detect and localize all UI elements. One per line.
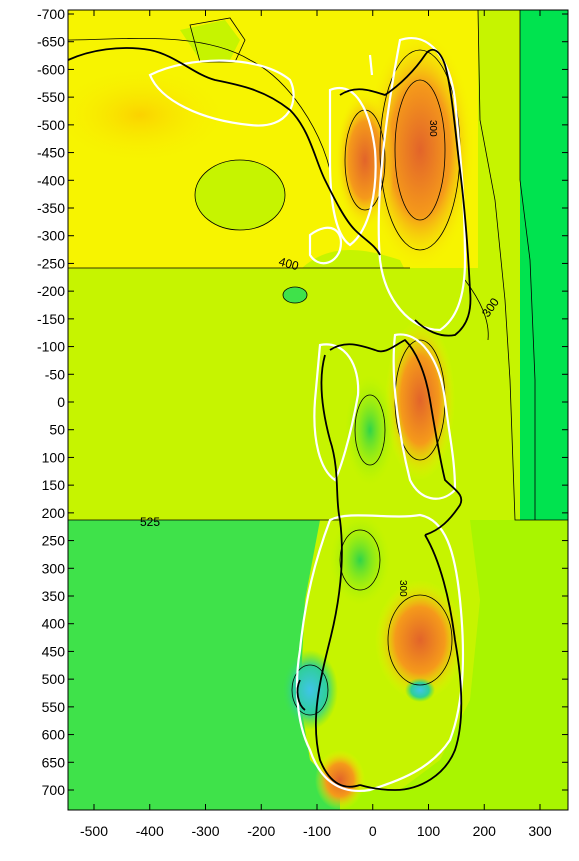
y-tick-label: -500 (37, 117, 65, 133)
contour-label-north: 300 (427, 120, 438, 137)
x-tick-label: -300 (191, 823, 219, 839)
x-tick-label: -500 (80, 823, 108, 839)
y-tick-label: -150 (37, 311, 65, 327)
outline-northwest (148, 59, 295, 127)
y-tick-label: -650 (37, 34, 65, 50)
coastline-layer (68, 47, 472, 791)
y-tick-label: 300 (42, 560, 66, 576)
coastline-central (329, 339, 463, 536)
contour-label-525: 525 (140, 515, 160, 529)
y-tick-label: 650 (42, 754, 66, 770)
anomaly-northwest-yellow (68, 65, 230, 165)
outline-south (295, 513, 465, 793)
anomaly-south-green (330, 515, 390, 605)
y-tick-label: 600 (42, 727, 66, 743)
contour-label-400: 400 (277, 254, 300, 273)
x-tick-label: -200 (247, 823, 275, 839)
contour-south-ring (387, 594, 453, 686)
anomaly-southwest-orange (315, 750, 365, 810)
y-tick-label: 450 (42, 643, 66, 659)
y-tick-label: -350 (37, 200, 65, 216)
y-tick-label: -700 (37, 6, 65, 22)
y-tick-label: -600 (37, 61, 65, 77)
anomaly-central-green (345, 375, 395, 485)
y-tick-label: 100 (42, 449, 66, 465)
east-green-band (520, 10, 568, 520)
y-tick-label: 400 (42, 616, 66, 632)
contour-north-ring-2 (394, 79, 446, 221)
anomaly-south-teal (405, 678, 435, 702)
coastline-southeast (359, 534, 463, 791)
y-tick-label: 200 (42, 505, 66, 521)
x-tick-label: 0 (369, 823, 377, 839)
contour-south-green-ring (339, 529, 381, 591)
y-tick-label: -450 (37, 145, 65, 161)
y-tick-label: -200 (37, 283, 65, 299)
anomaly-southwest-cyan (282, 650, 338, 730)
x-tick-label: 100 (417, 823, 441, 839)
outline-north-small (308, 226, 343, 265)
contour-small-green-ring (282, 286, 308, 304)
color-fill-layer (68, 10, 568, 810)
outline-central-west (313, 343, 360, 482)
y-tick-label: 550 (42, 699, 66, 715)
y-tick-label: -300 (37, 228, 65, 244)
y-tick-label: 500 (42, 671, 66, 687)
x-tick-label: -100 (303, 823, 331, 839)
x-tick-label: 300 (528, 823, 552, 839)
y-tick-label: 700 (42, 782, 66, 798)
plot-frame (67, 9, 569, 811)
contour-north-patch (189, 17, 246, 63)
coastline-north-east (339, 48, 472, 337)
y-tick-label: -400 (37, 172, 65, 188)
anomaly-small-green (283, 287, 307, 303)
y-tick-label: 150 (42, 477, 66, 493)
y-tick-label: -250 (37, 255, 65, 271)
x-axis: -500 -400 -300 -200 -100 0 100 200 300 (80, 10, 552, 839)
anomaly-north-light-patch (180, 20, 240, 60)
y-tick-label: -100 (37, 339, 65, 355)
contour-central-green-ring (354, 394, 386, 466)
contour-light-patch (194, 159, 286, 231)
outline-north-east (377, 37, 467, 332)
coastline-island (296, 679, 306, 711)
x-tick-label: -400 (136, 823, 164, 839)
coastline-northwest (68, 47, 381, 256)
contour-label-south: 300 (397, 580, 408, 597)
y-tick-label: 50 (49, 422, 65, 438)
y-tick-label: 250 (42, 533, 66, 549)
anomaly-light-patch (195, 160, 285, 230)
contour-lines (68, 10, 568, 716)
y-tick-label: -550 (37, 89, 65, 105)
contour-east-inner-line (519, 10, 536, 520)
y-tick-label: 0 (57, 394, 65, 410)
contour-southwest-ring (291, 664, 329, 716)
contour-east-line (477, 10, 568, 521)
y-tick-label: 350 (42, 588, 66, 604)
contour-north-line (68, 38, 331, 171)
x-tick-label: 200 (473, 823, 497, 839)
coastline-southwest (315, 354, 361, 788)
anomaly-south-orange (375, 580, 465, 700)
outline-north-central (328, 87, 377, 247)
y-tick-label: -50 (45, 366, 65, 382)
y-axis: -700-650-600-550-500-450-400-350-300-250… (37, 6, 568, 798)
outline-mark (368, 54, 374, 76)
